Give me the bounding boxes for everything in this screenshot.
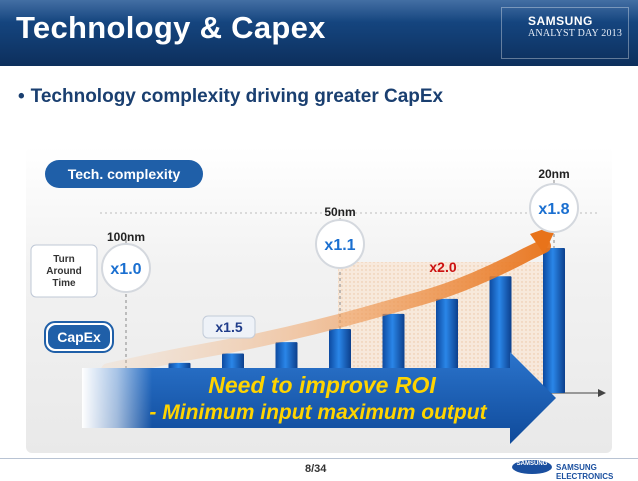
turnaround-label-word3: Time bbox=[52, 278, 76, 289]
samsung-logo-text: SAMSUNG bbox=[516, 461, 548, 467]
header-shine bbox=[0, 0, 638, 22]
roi-message-line1: Need to improve ROI bbox=[208, 372, 436, 398]
company-name: SAMSUNG ELECTRONICS bbox=[556, 463, 614, 481]
node-multiplier: x1.0 bbox=[110, 261, 141, 278]
capex-pill bbox=[48, 325, 110, 349]
capex-bar bbox=[543, 248, 565, 393]
bullet-text: Technology complexity driving greater Ca… bbox=[30, 86, 444, 107]
advanced-node-growth-label: x2.0 bbox=[429, 259, 456, 275]
node-circle bbox=[529, 183, 579, 233]
page-number: 8/34 bbox=[305, 463, 327, 475]
turnaround-label-word2: Around bbox=[46, 266, 82, 277]
capex-label: CapEx bbox=[57, 329, 101, 345]
node-multiplier: x1.1 bbox=[324, 237, 355, 254]
node-label: 20nm bbox=[538, 167, 569, 181]
slide-title: Technology & Capex bbox=[16, 10, 326, 45]
bullet-point: • Technology complexity driving greater C… bbox=[18, 86, 443, 108]
slide-header bbox=[0, 0, 638, 66]
turnaround-label-word1: Turn bbox=[53, 254, 74, 265]
node-label: 100nm bbox=[107, 230, 145, 244]
turnaround-box bbox=[30, 244, 98, 298]
analyst-day-logo-brand: SAMSUNG bbox=[528, 14, 593, 28]
capex-bar bbox=[489, 276, 512, 393]
capex-growth-box bbox=[202, 315, 256, 339]
roi-message-line2: - Minimum input maximum output bbox=[149, 401, 487, 424]
capex-growth-label: x1.5 bbox=[215, 319, 242, 335]
node-circle bbox=[315, 219, 365, 269]
roi-message-arrow bbox=[82, 352, 556, 444]
analyst-day-logo bbox=[501, 7, 629, 59]
samsung-logo: SAMSUNG bbox=[512, 460, 552, 474]
roi-arrow-fade bbox=[82, 368, 152, 428]
node-multiplier: x1.8 bbox=[538, 201, 569, 218]
node-circle bbox=[101, 243, 151, 293]
footer-divider bbox=[0, 458, 638, 459]
capex-growth-curve bbox=[101, 239, 551, 378]
node-label: 50nm bbox=[324, 205, 355, 219]
analyst-day-logo-event: ANALYST DAY 2013 bbox=[528, 28, 623, 39]
tech-complexity-pill bbox=[45, 160, 203, 188]
x-axis-arrowhead bbox=[598, 389, 606, 397]
tech-complexity-label: Tech. complexity bbox=[68, 166, 181, 182]
bullet-dot: • bbox=[18, 86, 25, 107]
